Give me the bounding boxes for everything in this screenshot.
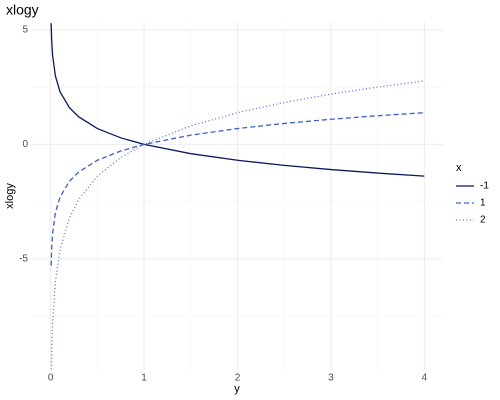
- y-axis-label: xlogy: [4, 183, 16, 209]
- series-line: [50, 80, 425, 370]
- x-tick-label: 4: [422, 373, 428, 384]
- legend-label: 1: [480, 198, 486, 209]
- x-axis-label: y: [234, 383, 240, 395]
- y-tick-label: -5: [19, 253, 28, 264]
- legend-title: x: [456, 162, 462, 174]
- grid: [32, 22, 443, 370]
- y-tick-label: 5: [22, 25, 28, 36]
- series-line: [50, 112, 425, 266]
- x-tick-label: 3: [328, 373, 334, 384]
- x-tick-label: 1: [141, 373, 147, 384]
- chart-title: xlogy: [6, 2, 39, 18]
- series-line: [50, 23, 425, 177]
- x-tick-label: 2: [235, 373, 241, 384]
- y-tick-label: 0: [22, 139, 28, 150]
- legend-label: -1: [480, 181, 489, 192]
- legend-label: 2: [480, 215, 486, 226]
- plot-area: [50, 23, 425, 370]
- x-tick-label: 0: [48, 373, 54, 384]
